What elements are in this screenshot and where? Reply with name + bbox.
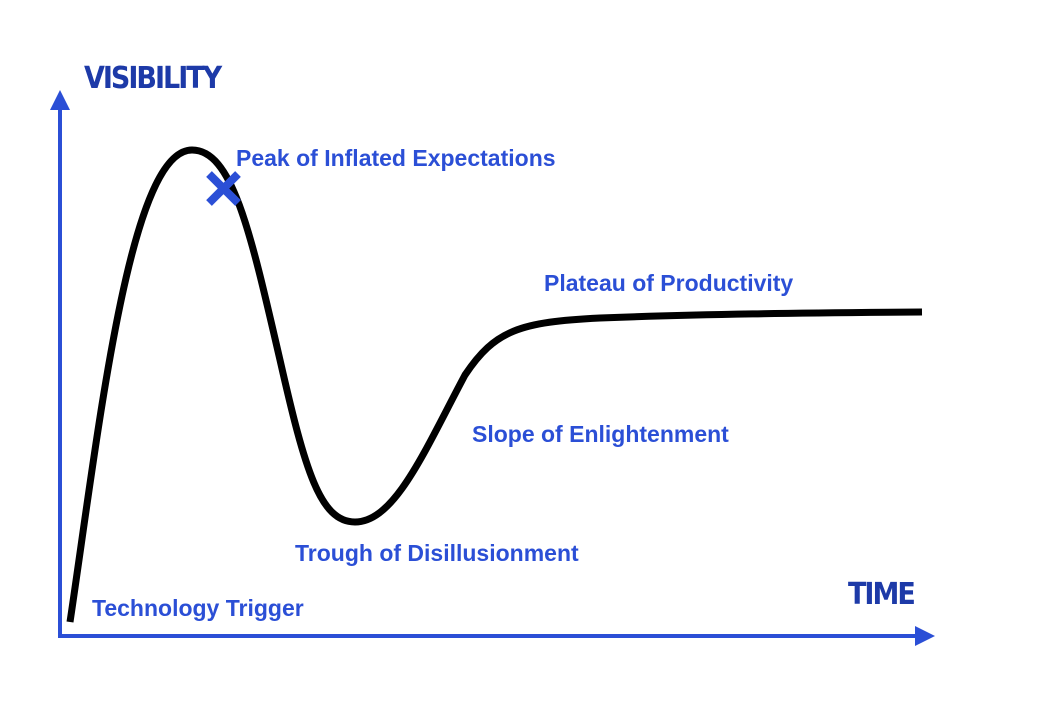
phase-label: Slope of Enlightenment	[472, 421, 729, 447]
y-axis-title: VISIBILITY	[84, 61, 223, 96]
x-axis-title: TIME	[848, 577, 914, 612]
phase-label: Plateau of Productivity	[544, 270, 793, 296]
phase-label: Technology Trigger	[92, 595, 304, 621]
peak-marker	[206, 171, 241, 206]
phase-label: Trough of Disillusionment	[295, 540, 579, 566]
hype-curve	[66, 146, 923, 623]
phase-label: Peak of Inflated Expectations	[236, 145, 556, 171]
